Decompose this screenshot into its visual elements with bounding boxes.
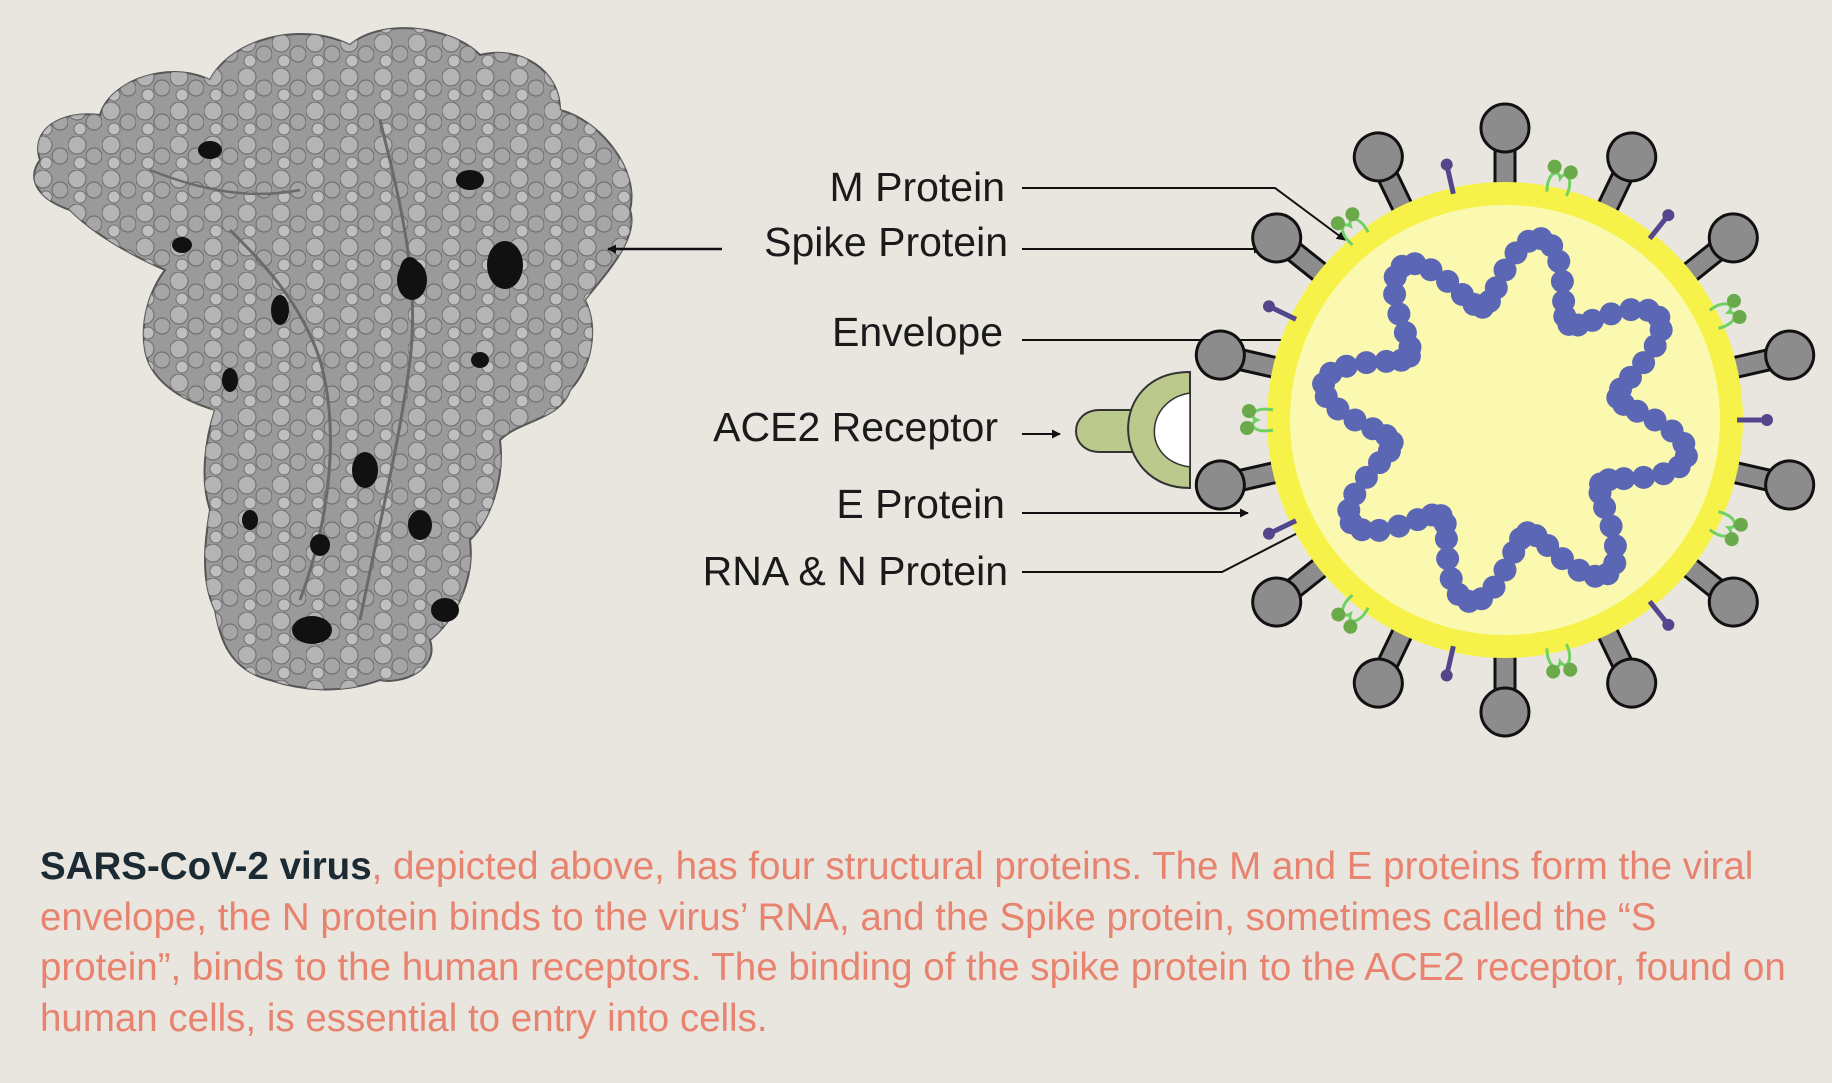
rna-bead [1387, 514, 1411, 538]
spike [1251, 535, 1357, 628]
rna-bead [1547, 249, 1571, 273]
rna-bead [1343, 408, 1367, 432]
leader-m-protein [1022, 187, 1346, 241]
label-m-protein: M Protein [830, 164, 1005, 210]
label-e-protein: E Protein [836, 481, 1005, 527]
rna-bead [1643, 408, 1667, 432]
rna-bead [1393, 321, 1417, 345]
rna-bead [1419, 258, 1443, 282]
rna-bead [1484, 276, 1508, 300]
rna-n-protein-chain [1312, 227, 1698, 613]
label-envelope: Envelope [832, 309, 1003, 355]
rna-bead [1643, 334, 1667, 358]
rna-bead [1603, 534, 1627, 558]
rna-bead [1567, 558, 1591, 582]
rna-bead [1550, 269, 1574, 293]
label-rna-n-protein: RNA & N Protein [703, 548, 1008, 594]
rna-bead [1599, 514, 1623, 538]
rna-bead [1387, 302, 1411, 326]
e-protein [1262, 300, 1298, 322]
rna-bead [1625, 399, 1649, 423]
label-spike-protein: Spike Protein [764, 219, 1008, 265]
caption: SARS-CoV-2 virus, depicted above, has fo… [40, 842, 1800, 1044]
e-protein [1647, 209, 1675, 241]
m-protein [1331, 593, 1370, 634]
m-protein [1240, 404, 1274, 435]
rna-bead [1493, 258, 1517, 282]
label-ace2-receptor: ACE2 Receptor [713, 404, 998, 450]
rna-bead [1367, 518, 1391, 542]
rna-bead [1354, 351, 1378, 375]
rna-bead [1632, 465, 1656, 489]
caption-description: , depicted above, has four structural pr… [40, 845, 1786, 1040]
rna-bead [1334, 354, 1358, 378]
rna-bead [1632, 351, 1656, 375]
rna-bead [1436, 547, 1460, 571]
membrane-proteins [1240, 158, 1773, 682]
ace2-receptor-shape [1075, 370, 1191, 490]
virus-particle [1194, 102, 1816, 738]
m-protein [1708, 293, 1747, 330]
spike [1251, 212, 1357, 305]
rna-bead [1436, 269, 1460, 293]
rna-bead [1493, 558, 1517, 582]
virus-diagram: M Protein Spike Protein Envelope ACE2 Re… [33, 27, 1816, 738]
m-protein [1708, 510, 1748, 547]
rna-bead [1383, 282, 1407, 306]
rna-bead [1343, 482, 1367, 506]
m-protein [1545, 643, 1578, 679]
rna-bead [1619, 298, 1643, 322]
m-protein [1545, 159, 1578, 197]
spike-protein-structure-image [33, 27, 633, 691]
rna-bead [1502, 540, 1526, 564]
spike [1653, 535, 1759, 628]
e-protein [1737, 414, 1773, 426]
rna-bead [1599, 302, 1623, 326]
e-protein [1262, 518, 1298, 540]
rna-bead [1580, 308, 1604, 332]
caption-virus-name: SARS-CoV-2 virus [40, 845, 372, 888]
e-protein [1440, 158, 1456, 195]
rna-bead [1361, 417, 1385, 441]
rna-bead [1406, 508, 1430, 532]
m-protein [1330, 207, 1370, 247]
spike [1653, 212, 1759, 305]
rna-bead [1652, 462, 1676, 486]
e-protein [1440, 645, 1456, 682]
rna-bead [1550, 547, 1574, 571]
rna-bead [1593, 495, 1617, 519]
e-protein [1647, 599, 1675, 631]
rna-bead [1354, 465, 1378, 489]
rna-bead [1439, 567, 1463, 591]
